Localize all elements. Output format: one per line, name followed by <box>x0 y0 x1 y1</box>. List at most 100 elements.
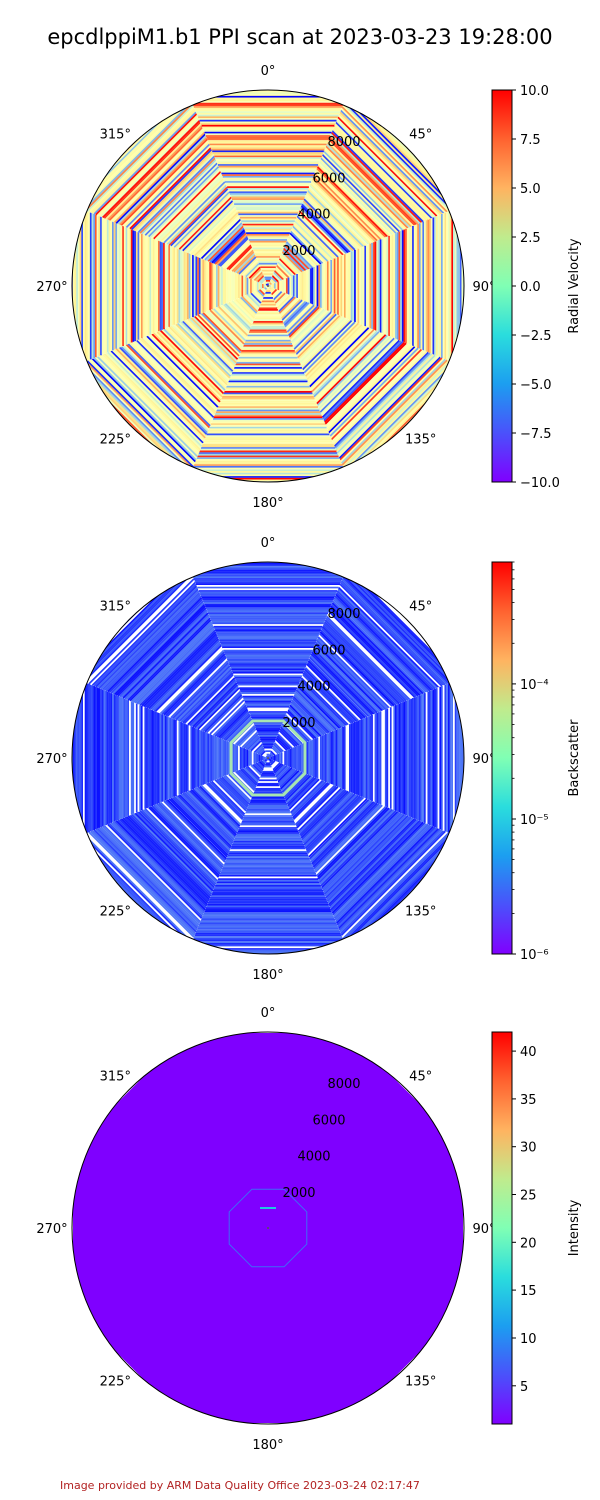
range-gate <box>298 316 344 362</box>
range-gate <box>280 726 300 746</box>
range-gate <box>325 815 411 901</box>
range-gate <box>310 653 373 716</box>
range-gate <box>166 184 227 245</box>
range-gate <box>280 254 300 274</box>
range-gate <box>303 321 356 374</box>
range-gate <box>258 288 266 296</box>
range-gate <box>171 661 230 720</box>
range-gate <box>283 246 308 271</box>
range-gate <box>79 569 191 681</box>
range-gate <box>253 743 264 754</box>
radial-tick-label: 4000 <box>297 1150 330 1165</box>
range-gate <box>153 171 222 240</box>
range-gate <box>132 813 213 894</box>
range-gate <box>301 673 353 725</box>
range-gate <box>148 638 220 710</box>
range-gate <box>289 702 324 737</box>
range-gate <box>197 314 240 357</box>
range-gate <box>166 799 227 860</box>
range-gate <box>125 615 211 701</box>
range-gate <box>290 229 325 264</box>
range-gate <box>339 357 443 461</box>
range-gate <box>265 283 268 286</box>
range-gate <box>248 765 261 778</box>
colorbar-gradient <box>491 1031 513 1425</box>
angle-tick-label: 180° <box>252 968 283 983</box>
range-gate <box>269 759 274 764</box>
range-gate <box>248 738 261 751</box>
range-gate <box>93 111 197 215</box>
range-gate <box>178 196 232 250</box>
range-gate <box>279 728 298 747</box>
range-gate <box>105 824 202 921</box>
angle-tick-label: 270° <box>36 1222 67 1237</box>
range-gate <box>338 356 441 459</box>
range-gate <box>343 833 453 943</box>
range-gate <box>304 195 359 250</box>
polar-frame <box>71 1031 465 1425</box>
radial-tick-label: 2000 <box>282 244 315 259</box>
panel-3: 0° 45° 90° 135° 180° 225° 270° 315° 2000 4000 6000… <box>36 1006 582 1453</box>
range-gate <box>299 317 348 366</box>
range-gate <box>325 143 411 229</box>
range-gate <box>228 246 253 271</box>
range-gate <box>296 685 341 730</box>
range-gate <box>274 740 286 752</box>
range-gate <box>271 275 279 283</box>
range-gate <box>110 128 204 222</box>
range-gate <box>161 329 225 393</box>
range-gate <box>332 600 426 694</box>
range-gate <box>325 617 409 701</box>
range-gate <box>192 682 238 728</box>
range-gate <box>163 800 226 863</box>
range-gate <box>321 626 400 705</box>
range-gate <box>159 329 225 395</box>
range-gate <box>236 298 256 318</box>
range-gate <box>319 631 395 707</box>
range-gate <box>328 610 416 698</box>
colorbar-label: Radial Velocity <box>567 238 582 334</box>
range-gate <box>325 343 409 427</box>
range-gate <box>309 656 370 717</box>
range-gate <box>212 307 247 342</box>
range-gate <box>272 273 281 282</box>
range-gate <box>322 340 402 420</box>
range-gate <box>277 733 293 749</box>
panel-1: 0° 45° 90° 135° 180° 225° 270° 315° 2000 4000 6000… <box>36 64 582 511</box>
range-gate <box>84 832 194 942</box>
range-gate <box>146 335 219 408</box>
range-gate <box>241 731 259 749</box>
range-gate <box>79 835 191 947</box>
polar-frame <box>71 89 465 483</box>
range-gate <box>209 227 245 263</box>
range-gate <box>98 588 199 689</box>
range-gate <box>270 276 278 284</box>
range-gate <box>284 302 310 328</box>
range-gate <box>221 304 250 333</box>
range-gate <box>185 319 235 369</box>
range-gate <box>205 782 244 821</box>
range-gate <box>95 585 198 688</box>
range-gate <box>149 639 220 710</box>
range-gate <box>202 220 242 260</box>
range-gate <box>90 358 196 464</box>
range-gate <box>183 791 235 843</box>
range-gate <box>90 108 196 214</box>
range-gate <box>268 286 271 289</box>
range-gate <box>315 805 385 875</box>
range-gate <box>185 203 235 253</box>
footer-credit: Image provided by ARM Data Quality Offic… <box>60 1479 420 1492</box>
range-gate <box>243 261 259 277</box>
range-gate <box>156 174 223 241</box>
range-gate <box>318 808 394 884</box>
range-gate <box>289 232 322 265</box>
range-gate <box>321 339 400 418</box>
range-gate <box>305 795 361 851</box>
angle-tick-label: 225° <box>100 1375 131 1390</box>
range-gate <box>274 764 286 776</box>
range-gate <box>224 302 252 330</box>
range-gate <box>159 801 225 867</box>
range-gate <box>233 771 255 793</box>
range-gate <box>326 614 412 700</box>
range-gate <box>294 784 336 826</box>
